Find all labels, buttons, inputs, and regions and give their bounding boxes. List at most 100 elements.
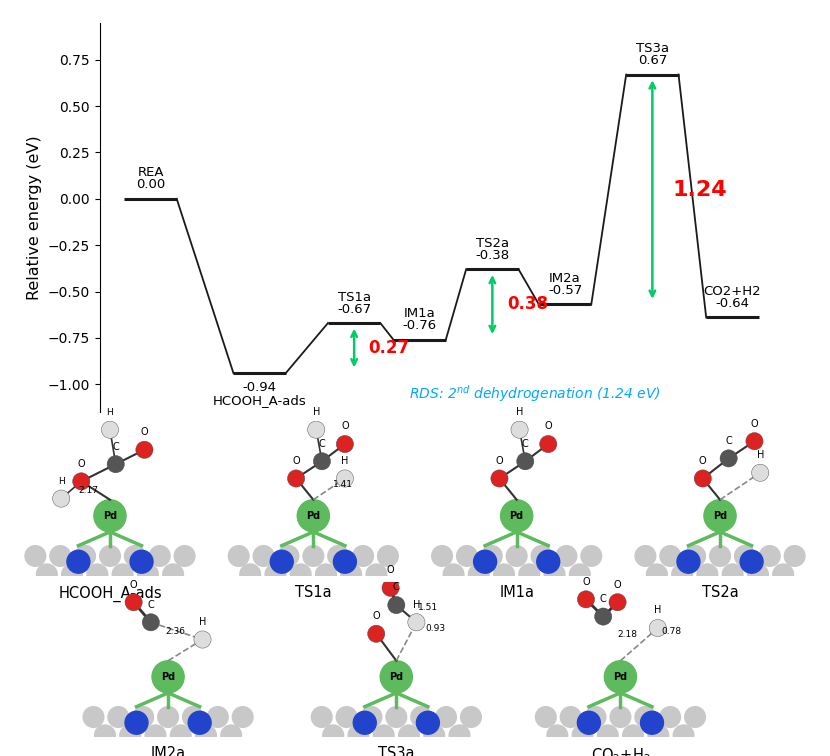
Circle shape — [25, 546, 46, 566]
Circle shape — [746, 432, 763, 450]
Circle shape — [710, 546, 730, 566]
Text: IM2a: IM2a — [150, 746, 186, 756]
Circle shape — [388, 596, 405, 614]
Text: -0.76: -0.76 — [403, 319, 437, 333]
Circle shape — [556, 546, 577, 566]
Text: -0.38: -0.38 — [476, 249, 510, 262]
Circle shape — [101, 421, 119, 438]
Circle shape — [163, 564, 183, 584]
Circle shape — [61, 564, 82, 584]
Circle shape — [170, 725, 191, 745]
Text: H: H — [413, 600, 420, 609]
Circle shape — [436, 707, 456, 727]
Text: H: H — [106, 408, 114, 417]
Circle shape — [748, 564, 769, 584]
Text: IM1a: IM1a — [499, 585, 535, 600]
Circle shape — [75, 546, 95, 566]
Text: -0.94: -0.94 — [242, 380, 276, 394]
Circle shape — [694, 470, 711, 487]
Text: Pd: Pd — [103, 511, 117, 521]
Circle shape — [354, 711, 376, 734]
Circle shape — [560, 707, 581, 727]
Circle shape — [660, 546, 681, 566]
Text: -0.67: -0.67 — [337, 302, 371, 315]
Circle shape — [297, 500, 330, 532]
Text: O: O — [140, 427, 149, 437]
Text: O: O — [582, 577, 590, 587]
Circle shape — [759, 546, 780, 566]
Text: Pd: Pd — [510, 511, 524, 521]
Circle shape — [108, 707, 129, 727]
Text: O: O — [699, 456, 706, 466]
Circle shape — [494, 564, 515, 584]
Circle shape — [149, 546, 170, 566]
Circle shape — [569, 564, 590, 584]
Circle shape — [208, 707, 228, 727]
Circle shape — [174, 546, 195, 566]
Circle shape — [622, 725, 643, 745]
Circle shape — [228, 546, 249, 566]
Text: -0.57: -0.57 — [548, 284, 582, 297]
Text: O: O — [292, 456, 300, 466]
Circle shape — [221, 725, 242, 745]
Circle shape — [673, 725, 694, 745]
Text: 0.78: 0.78 — [662, 627, 682, 636]
Circle shape — [398, 725, 419, 745]
Circle shape — [411, 707, 432, 727]
Circle shape — [323, 725, 344, 745]
Circle shape — [660, 707, 681, 727]
Circle shape — [594, 608, 612, 625]
Circle shape — [461, 707, 481, 727]
Text: 2.18: 2.18 — [618, 630, 637, 639]
Circle shape — [500, 500, 533, 532]
Circle shape — [303, 546, 324, 566]
Circle shape — [740, 550, 763, 573]
Circle shape — [677, 550, 700, 573]
Circle shape — [183, 707, 203, 727]
Text: O: O — [129, 580, 138, 590]
Circle shape — [457, 546, 477, 566]
Circle shape — [100, 546, 120, 566]
Text: HCOOH_A-ads: HCOOH_A-ads — [212, 395, 306, 407]
Circle shape — [94, 500, 126, 532]
Text: Pd: Pd — [713, 511, 727, 521]
Circle shape — [136, 442, 153, 458]
Circle shape — [544, 564, 565, 584]
Text: C: C — [112, 442, 119, 451]
Text: Pd: Pd — [389, 672, 403, 682]
Text: 2.17: 2.17 — [78, 486, 99, 495]
Circle shape — [37, 564, 57, 584]
Circle shape — [361, 707, 382, 727]
Text: O: O — [387, 565, 394, 575]
Circle shape — [585, 707, 606, 727]
Circle shape — [408, 614, 425, 631]
Circle shape — [348, 725, 369, 745]
Circle shape — [142, 614, 159, 631]
Circle shape — [311, 707, 332, 727]
Circle shape — [671, 564, 692, 584]
Circle shape — [519, 564, 540, 584]
Circle shape — [635, 707, 656, 727]
Circle shape — [95, 725, 115, 745]
Circle shape — [511, 421, 528, 438]
Text: C: C — [600, 594, 607, 604]
Circle shape — [491, 470, 508, 487]
Text: Pd: Pd — [161, 672, 175, 682]
Circle shape — [610, 707, 631, 727]
Text: C: C — [725, 435, 732, 446]
Circle shape — [67, 550, 90, 573]
Text: 0.00: 0.00 — [136, 178, 165, 191]
Text: 0.38: 0.38 — [507, 296, 548, 314]
Circle shape — [353, 546, 374, 566]
Text: C: C — [522, 438, 529, 448]
Y-axis label: Relative energy (eV): Relative energy (eV) — [27, 135, 42, 299]
Circle shape — [240, 564, 261, 584]
Circle shape — [336, 435, 354, 453]
Circle shape — [133, 707, 154, 727]
Text: 2.36: 2.36 — [165, 627, 185, 636]
Circle shape — [773, 564, 793, 584]
Circle shape — [83, 707, 104, 727]
Circle shape — [424, 725, 445, 745]
Text: RDS: 2$^\mathregular{nd}$ dehydrogenation (1.24 eV): RDS: 2$^\mathregular{nd}$ dehydrogenatio… — [408, 383, 661, 404]
Circle shape — [336, 470, 354, 487]
